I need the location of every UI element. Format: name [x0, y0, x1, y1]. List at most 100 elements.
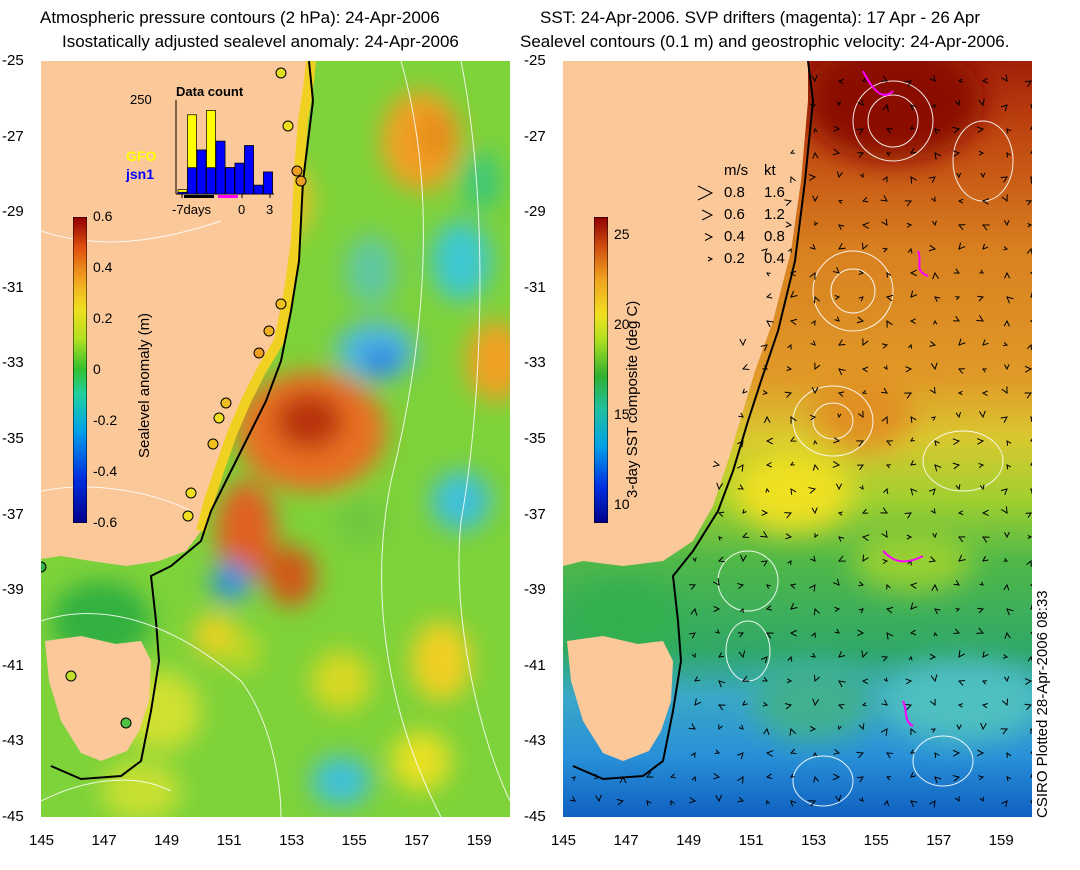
velocity-vector — [1027, 535, 1032, 540]
sst-map[interactable] — [563, 61, 1032, 817]
velocity-vector — [981, 509, 989, 517]
histogram-bar-jsn1 — [234, 162, 245, 195]
velocity-vector — [982, 555, 989, 562]
latitude-label: -35 — [524, 430, 546, 447]
velocity-vector — [688, 723, 696, 730]
velocity-vector — [787, 343, 792, 350]
velocity-vector — [859, 173, 864, 179]
longitude-label: 151 — [216, 832, 242, 849]
velocity-vector — [1002, 654, 1009, 659]
velocity-vector — [881, 530, 888, 538]
velocity-vector — [737, 440, 744, 448]
velocity-vector — [763, 727, 770, 736]
sealevel-colorbar-tick: 0.4 — [93, 259, 113, 275]
velocity-vector — [861, 366, 869, 373]
velocity-vector — [979, 269, 984, 274]
velocity-vector — [1000, 416, 1008, 423]
velocity-vector — [982, 243, 989, 250]
velocity-vector — [1030, 176, 1032, 184]
velocity-vector — [813, 127, 818, 133]
velocity-vector — [856, 128, 864, 135]
velocity-vector — [1000, 74, 1008, 82]
velocity-vector — [957, 703, 963, 708]
longitude-label: 145 — [29, 832, 55, 849]
velocity-vector — [981, 680, 988, 685]
velocity-vector — [910, 437, 915, 442]
velocity-vector — [737, 632, 745, 638]
longitude-label: 153 — [279, 832, 305, 849]
velocity-vector — [669, 773, 676, 779]
velocity-vector — [1030, 104, 1032, 110]
velocity-vector — [838, 224, 845, 231]
histogram-bar-jsn1 — [244, 145, 254, 195]
velocity-vector — [859, 796, 864, 802]
velocity-vector — [881, 75, 889, 82]
velocity-vector — [811, 631, 816, 638]
velocity-vector — [886, 752, 894, 759]
velocity-vector — [910, 772, 916, 778]
velocity-vector — [979, 796, 984, 803]
velocity-vector — [1003, 219, 1010, 227]
velocity-vector — [856, 751, 865, 759]
velocity-vector — [982, 339, 989, 346]
velocity-vector — [979, 484, 985, 491]
velocity-vector — [761, 560, 768, 567]
velocity-vector — [716, 482, 724, 491]
velocity-vector — [982, 650, 989, 658]
velocity-vector — [812, 463, 819, 471]
velocity-legend: m/s kt 0.8 1.6 0.6 1.2 0.4 0.8 0.2 0.4 — [690, 162, 800, 274]
velocity-vector — [1030, 461, 1032, 466]
velocity-vector — [1025, 512, 1032, 518]
velocity-vector — [1030, 488, 1032, 495]
velocity-vector — [880, 507, 888, 514]
velocity-vector — [1030, 416, 1032, 422]
velocity-vector — [1006, 776, 1012, 782]
velocity-vector — [1025, 200, 1032, 206]
velocity-vector — [765, 437, 774, 445]
velocity-vector — [1006, 608, 1014, 616]
velocity-vector — [856, 440, 865, 447]
velocity-vector — [765, 487, 770, 493]
latitude-label: -45 — [524, 808, 546, 825]
velocity-vector — [808, 174, 817, 181]
velocity-legend-arrow — [704, 233, 714, 241]
latitude-label: -43 — [524, 732, 546, 750]
velocity-vector — [784, 703, 793, 710]
velocity-vector — [790, 416, 797, 424]
velocity-vector — [736, 464, 744, 472]
velocity-vector — [957, 78, 963, 83]
velocity-vector — [766, 584, 771, 589]
velocity-vector — [765, 461, 773, 468]
velocity-vector — [838, 536, 845, 542]
velocity-vector — [742, 509, 747, 514]
velocity-vector — [909, 318, 917, 324]
sst-colorbar-tick: 10 — [614, 496, 630, 512]
velocity-vector — [953, 628, 961, 635]
velocity-vector — [958, 650, 966, 658]
velocity-vector — [790, 488, 797, 495]
velocity-vector — [904, 392, 912, 399]
velocity-vector — [713, 605, 721, 613]
velocity-vector — [1001, 194, 1008, 203]
tide-gauge-markers — [41, 67, 307, 729]
velocity-vector — [931, 583, 939, 592]
velocity-vector — [861, 678, 869, 685]
velocity-vector — [882, 103, 889, 112]
velocity-vector — [956, 724, 962, 731]
velocity-vector — [1026, 559, 1032, 567]
velocity-vector — [953, 579, 960, 586]
velocity-vector — [838, 368, 846, 376]
sealevel-colorbar-tick: 0.6 — [93, 208, 113, 224]
velocity-vector — [616, 798, 625, 806]
velocity-vector — [885, 606, 894, 614]
tide-gauge-marker — [282, 120, 294, 132]
velocity-vector — [718, 536, 723, 541]
velocity-vector — [885, 440, 893, 446]
velocity-vector — [832, 461, 841, 468]
velocity-vector — [856, 776, 864, 783]
velocity-vector — [857, 411, 864, 418]
latitude-label: -37 — [524, 505, 546, 523]
velocity-vector — [882, 558, 889, 565]
velocity-vector — [1001, 506, 1008, 514]
velocity-legend-ms: 0.6 — [724, 206, 745, 223]
